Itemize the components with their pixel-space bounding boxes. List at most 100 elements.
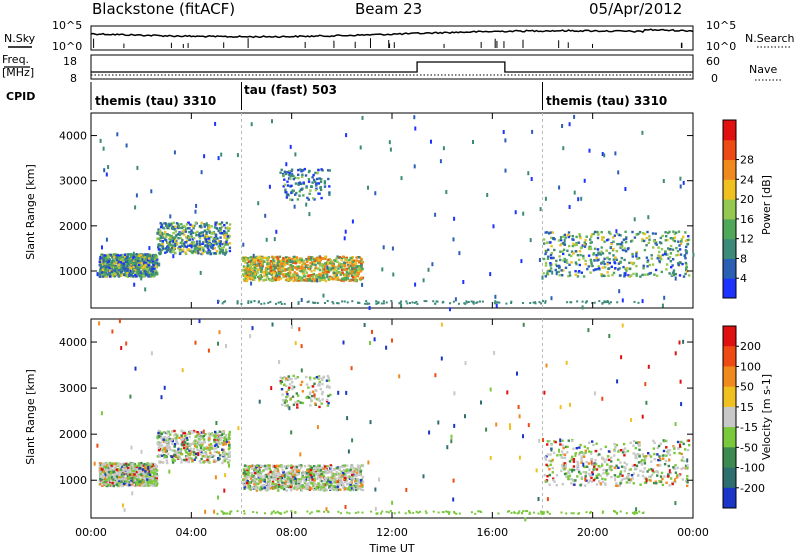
scatter-point <box>660 237 662 239</box>
scatter-point <box>664 253 666 255</box>
scatter-point <box>202 449 204 451</box>
scatter-point <box>545 264 547 266</box>
scatter-point <box>169 433 171 435</box>
scatter-point <box>684 273 686 275</box>
scatter-point <box>200 271 202 275</box>
scatter-point <box>294 205 296 209</box>
scatter-point <box>97 272 99 276</box>
scatter-point <box>289 172 291 174</box>
scatter-point <box>180 448 182 450</box>
scatter-point <box>287 279 289 281</box>
scatter-point <box>632 273 634 275</box>
scatter-point <box>613 272 615 274</box>
scatter-point <box>226 238 228 240</box>
nave-label: Nave <box>749 63 777 76</box>
scatter-point <box>495 301 497 303</box>
scatter-point <box>225 434 227 436</box>
scatter-point <box>298 301 300 303</box>
scatter-point <box>174 243 176 247</box>
scatter-point <box>543 242 545 244</box>
scatter-point <box>256 271 258 273</box>
scatter-point <box>684 231 686 233</box>
scatter-point <box>216 441 218 443</box>
scatter-point <box>229 223 231 225</box>
scatter-point <box>266 257 268 259</box>
scatter-point <box>153 256 155 258</box>
scatter-point <box>205 456 207 458</box>
scatter-point <box>434 213 436 217</box>
scatter-point <box>357 275 359 277</box>
scatter-point <box>298 195 300 197</box>
scatter-point <box>244 275 246 277</box>
colorbar-segment <box>723 120 736 140</box>
scatter-point <box>144 470 146 472</box>
scatter-point <box>237 153 239 157</box>
scatter-point <box>298 303 300 305</box>
scatter-point <box>590 236 592 238</box>
scatter-point <box>406 302 408 304</box>
scatter-point <box>203 461 205 463</box>
scatter-point <box>287 193 289 195</box>
scatter-point <box>172 244 174 246</box>
nsky-series <box>91 29 693 37</box>
scatter-point <box>128 484 130 486</box>
scatter-point <box>200 437 202 439</box>
scatter-point <box>214 431 216 433</box>
scatter-point <box>545 275 547 277</box>
scatter-point <box>308 170 310 172</box>
scatter-point <box>341 259 343 261</box>
scatter-point <box>186 223 188 225</box>
scatter-point <box>593 259 595 261</box>
scatter-point <box>111 482 113 484</box>
scatter-point <box>174 252 176 254</box>
scatter-point <box>684 255 686 257</box>
scatter-point <box>196 434 198 436</box>
scatter-point <box>175 225 177 227</box>
scatter-point <box>596 257 598 259</box>
scatter-point <box>341 269 343 271</box>
scatter-point <box>351 271 353 273</box>
scatter-point <box>462 280 464 284</box>
scatter-point <box>346 258 348 260</box>
scatter-point <box>687 235 689 237</box>
scatter-point <box>220 439 222 441</box>
scatter-point <box>413 115 415 119</box>
scatter-point <box>168 436 170 438</box>
scatter-point <box>655 269 657 271</box>
scatter-point <box>157 232 159 234</box>
scatter-point <box>185 228 187 230</box>
scatter-point <box>183 225 185 227</box>
scatter-point <box>549 241 551 243</box>
scatter-point <box>570 301 572 303</box>
scatter-point <box>647 273 649 275</box>
scatter-point <box>603 263 605 265</box>
scatter-point <box>297 266 299 268</box>
scatter-point <box>608 303 610 305</box>
scatter-point <box>194 459 196 461</box>
scatter-point <box>277 268 279 270</box>
scatter-point <box>666 263 668 265</box>
scatter-point <box>622 298 624 302</box>
scatter-point <box>260 271 262 273</box>
scatter-point <box>302 272 304 274</box>
scatter-point <box>251 468 253 470</box>
scatter-point <box>361 261 363 263</box>
scatter-point <box>195 453 197 455</box>
scatter-point <box>149 255 151 257</box>
scatter-point <box>336 471 338 473</box>
scatter-point <box>614 151 616 155</box>
scatter-point <box>169 224 171 226</box>
scatter-point <box>522 302 524 304</box>
scatter-point <box>321 263 323 265</box>
scatter-point <box>176 222 178 224</box>
scatter-point <box>229 242 231 244</box>
scatter-point <box>300 270 302 272</box>
scatter-point <box>604 266 606 268</box>
scatter-point <box>145 475 147 477</box>
scatter-point <box>149 261 151 263</box>
scatter-point <box>282 175 284 177</box>
scatter-point <box>120 271 122 273</box>
scatter-point <box>146 478 148 480</box>
scatter-point <box>362 116 364 120</box>
scatter-point <box>678 231 680 233</box>
